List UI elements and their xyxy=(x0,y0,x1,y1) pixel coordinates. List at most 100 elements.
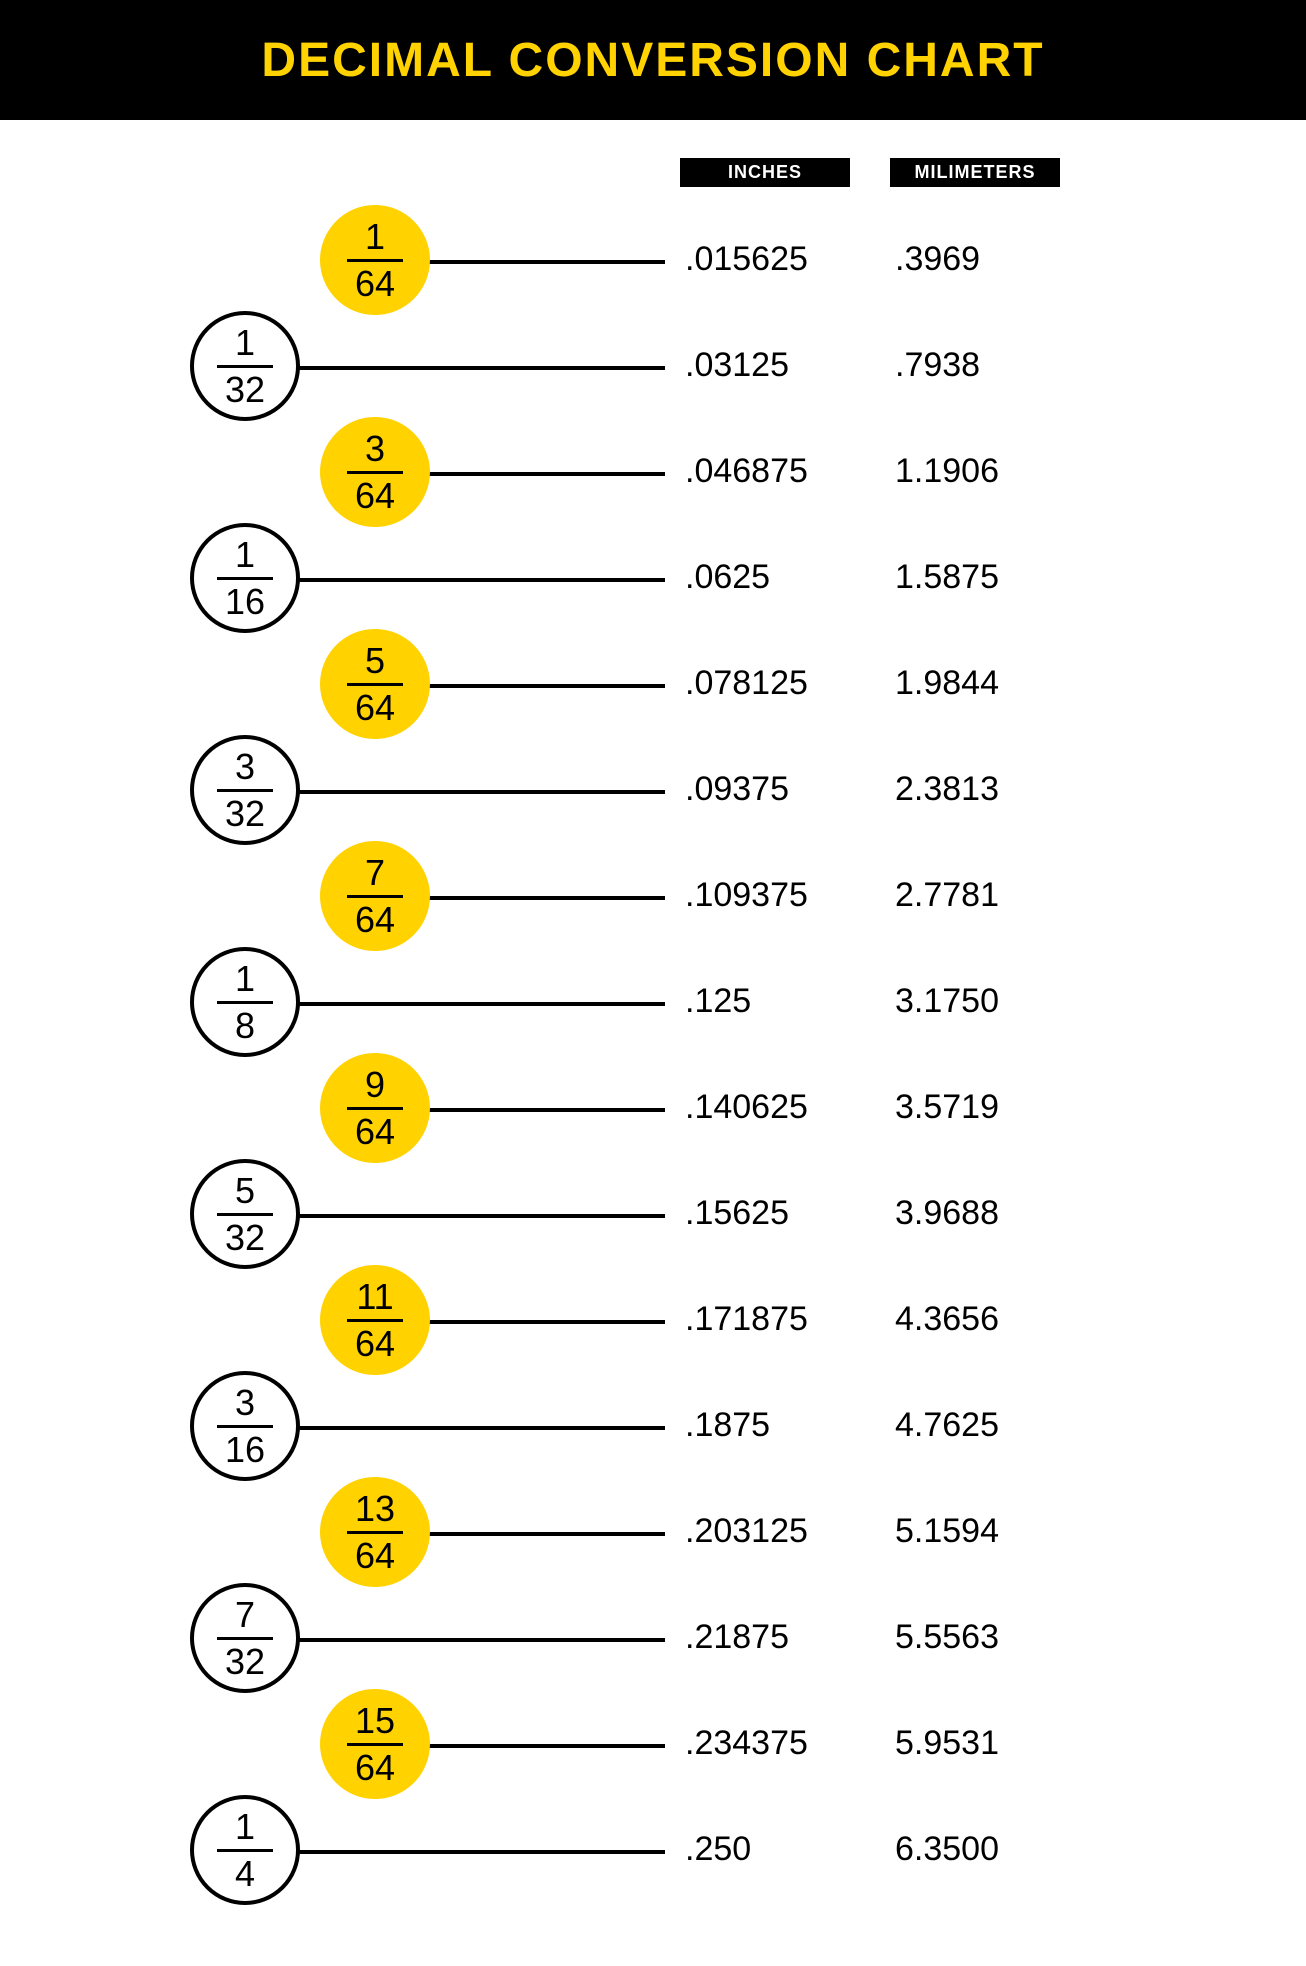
fraction-numerator: 7 xyxy=(365,855,385,891)
inches-value: .140625 xyxy=(685,1088,808,1127)
conversion-row: 7 64 .109375 2.7781 xyxy=(0,846,1306,952)
inches-value: .09375 xyxy=(685,770,789,809)
inches-value: .171875 xyxy=(685,1300,808,1339)
fraction-denominator: 8 xyxy=(235,1008,255,1044)
fraction-bar xyxy=(217,789,273,792)
fraction-numerator: 13 xyxy=(355,1491,395,1527)
fraction-denominator: 64 xyxy=(355,902,395,938)
fraction-circle: 332 xyxy=(190,735,300,845)
fraction-denominator: 64 xyxy=(355,690,395,726)
fraction-denominator: 32 xyxy=(225,372,265,408)
connector-line xyxy=(245,790,665,794)
conversion-row: 1 4 .250 6.3500 xyxy=(0,1800,1306,1906)
fraction-numerator: 1 xyxy=(235,1809,255,1845)
conversion-row: 732.218755.5563 xyxy=(0,1588,1306,1694)
fraction-numerator: 1 xyxy=(235,961,255,997)
fraction-circle: 364 xyxy=(320,417,430,527)
millimeters-value: 3.1750 xyxy=(895,982,999,1021)
connector-line xyxy=(245,1002,665,1006)
fraction-circle: 132 xyxy=(190,311,300,421)
conversion-row: 5 32 .15625 3.9688 xyxy=(0,1164,1306,1270)
fraction-numerator: 1 xyxy=(235,325,255,361)
millimeters-value: 2.7781 xyxy=(895,876,999,915)
millimeters-value: 1.5875 xyxy=(895,558,999,597)
millimeters-value: 2.3813 xyxy=(895,770,999,809)
conversion-row: 1 32 .03125 .7938 xyxy=(0,316,1306,422)
fraction-bar xyxy=(347,683,403,686)
inches-value: .203125 xyxy=(685,1512,808,1551)
millimeters-value: 4.3656 xyxy=(895,1300,999,1339)
fraction-denominator: 64 xyxy=(355,1326,395,1362)
conversion-row: 1564.2343755.9531 xyxy=(0,1694,1306,1800)
column-headers: INCHES MILIMETERS xyxy=(0,158,1306,188)
fraction-numerator: 1 xyxy=(365,219,385,255)
inches-value: .03125 xyxy=(685,346,789,385)
inches-value: .078125 xyxy=(685,664,808,703)
fraction-circle: 164 xyxy=(320,205,430,315)
fraction-circle: 14 xyxy=(190,1795,300,1905)
chart-body: INCHES MILIMETERS 164.015625.3969132.031… xyxy=(0,120,1306,1966)
millimeters-value: 4.7625 xyxy=(895,1406,999,1445)
fraction-denominator: 64 xyxy=(355,266,395,302)
millimeters-value: 5.5563 xyxy=(895,1618,999,1657)
conversion-row: 13 64 .203125 5.1594 xyxy=(0,1482,1306,1588)
fraction-circle: 1564 xyxy=(320,1689,430,1799)
fraction-bar xyxy=(217,577,273,580)
fraction-denominator: 32 xyxy=(225,1220,265,1256)
conversion-row: 1 8 .125 3.1750 xyxy=(0,952,1306,1058)
fraction-bar xyxy=(217,1849,273,1852)
fraction-numerator: 1 xyxy=(235,537,255,573)
fraction-denominator: 32 xyxy=(225,796,265,832)
fraction-bar xyxy=(347,471,403,474)
fraction-numerator: 5 xyxy=(365,643,385,679)
inches-value: .1875 xyxy=(685,1406,770,1445)
fraction-numerator: 3 xyxy=(235,1385,255,1421)
fraction-circle: 1364 xyxy=(320,1477,430,1587)
millimeters-value: .3969 xyxy=(895,240,980,279)
inches-value: .125 xyxy=(685,982,751,1021)
inches-value: .234375 xyxy=(685,1724,808,1763)
fraction-circle: 316 xyxy=(190,1371,300,1481)
fraction-circle: 564 xyxy=(320,629,430,739)
fraction-circle: 764 xyxy=(320,841,430,951)
rows-container: 164.015625.3969132.03125.7938364.0468751… xyxy=(0,210,1306,1906)
fraction-bar xyxy=(217,1213,273,1216)
fraction-bar xyxy=(217,365,273,368)
inches-value: .15625 xyxy=(685,1194,789,1233)
chart-header: DECIMAL CONVERSION CHART xyxy=(0,0,1306,120)
fraction-denominator: 64 xyxy=(355,478,395,514)
fraction-denominator: 64 xyxy=(355,1750,395,1786)
connector-line xyxy=(245,578,665,582)
conversion-row: 564.0781251.9844 xyxy=(0,634,1306,740)
fraction-circle: 964 xyxy=(320,1053,430,1163)
fraction-numerator: 5 xyxy=(235,1173,255,1209)
fraction-bar xyxy=(347,1319,403,1322)
fraction-bar xyxy=(217,1001,273,1004)
fraction-denominator: 4 xyxy=(235,1856,255,1892)
connector-line xyxy=(245,1214,665,1218)
millimeters-value: 3.5719 xyxy=(895,1088,999,1127)
fraction-bar xyxy=(217,1425,273,1428)
fraction-denominator: 64 xyxy=(355,1538,395,1574)
conversion-row: 364.0468751.1906 xyxy=(0,422,1306,528)
chart-title: DECIMAL CONVERSION CHART xyxy=(261,33,1044,88)
millimeters-value: 5.1594 xyxy=(895,1512,999,1551)
fraction-bar xyxy=(347,895,403,898)
connector-line xyxy=(245,1850,665,1854)
fraction-circle: 732 xyxy=(190,1583,300,1693)
inches-value: .109375 xyxy=(685,876,808,915)
millimeters-value: .7938 xyxy=(895,346,980,385)
fraction-circle: 18 xyxy=(190,947,300,1057)
inches-header: INCHES xyxy=(680,158,850,187)
conversion-row: 164.015625.3969 xyxy=(0,210,1306,316)
conversion-row: 316.18754.7625 xyxy=(0,1376,1306,1482)
inches-value: .250 xyxy=(685,1830,751,1869)
fraction-numerator: 3 xyxy=(235,749,255,785)
fraction-bar xyxy=(347,1531,403,1534)
fraction-numerator: 11 xyxy=(356,1279,393,1315)
connector-line xyxy=(245,1426,665,1430)
millimeters-value: 5.9531 xyxy=(895,1724,999,1763)
fraction-denominator: 64 xyxy=(355,1114,395,1150)
millimeters-value: 3.9688 xyxy=(895,1194,999,1233)
millimeters-value: 6.3500 xyxy=(895,1830,999,1869)
